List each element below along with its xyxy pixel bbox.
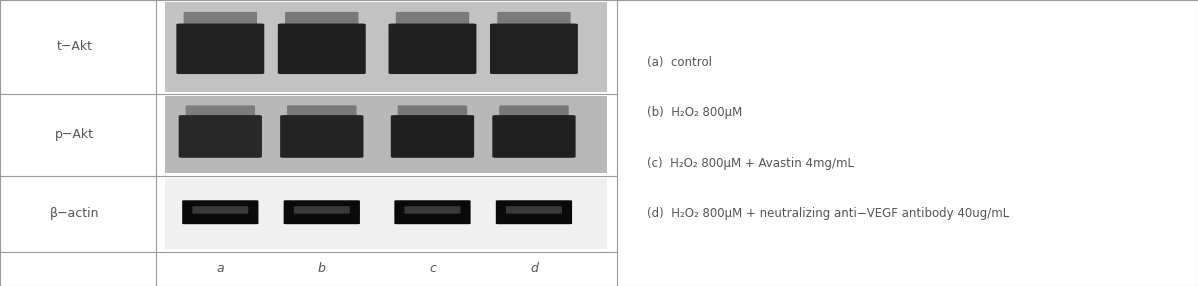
FancyBboxPatch shape [388,23,477,74]
FancyBboxPatch shape [496,200,573,224]
Text: (b)  H₂O₂ 800μM: (b) H₂O₂ 800μM [647,106,743,120]
FancyBboxPatch shape [284,200,359,224]
FancyBboxPatch shape [492,115,575,158]
FancyBboxPatch shape [294,206,350,214]
FancyBboxPatch shape [395,12,470,30]
Text: c: c [429,262,436,275]
FancyBboxPatch shape [398,105,467,121]
FancyBboxPatch shape [394,200,471,224]
FancyBboxPatch shape [497,12,570,30]
Text: d: d [530,262,538,275]
FancyBboxPatch shape [179,115,262,158]
FancyBboxPatch shape [193,206,248,214]
Text: p−Akt: p−Akt [55,128,95,141]
FancyBboxPatch shape [278,23,365,74]
Text: (c)  H₂O₂ 800μM + Avastin 4mg/mL: (c) H₂O₂ 800μM + Avastin 4mg/mL [647,156,854,170]
Text: β−actin: β−actin [50,207,99,220]
FancyBboxPatch shape [288,105,357,121]
FancyBboxPatch shape [391,115,474,158]
FancyBboxPatch shape [500,105,569,121]
FancyBboxPatch shape [405,206,460,214]
FancyBboxPatch shape [285,12,358,30]
FancyBboxPatch shape [280,115,363,158]
Bar [165,178,607,249]
Bar [165,96,607,174]
FancyBboxPatch shape [182,200,259,224]
FancyBboxPatch shape [176,23,265,74]
Text: t−Akt: t−Akt [56,40,92,53]
Bar [165,2,607,92]
FancyBboxPatch shape [490,23,577,74]
FancyBboxPatch shape [186,105,255,121]
FancyBboxPatch shape [183,12,258,30]
Text: (d)  H₂O₂ 800μM + neutralizing anti−VEGF antibody 40ug/mL: (d) H₂O₂ 800μM + neutralizing anti−VEGF … [647,206,1009,220]
Text: b: b [317,262,326,275]
Text: (a)  control: (a) control [647,56,712,69]
FancyBboxPatch shape [506,206,562,214]
Text: a: a [217,262,224,275]
